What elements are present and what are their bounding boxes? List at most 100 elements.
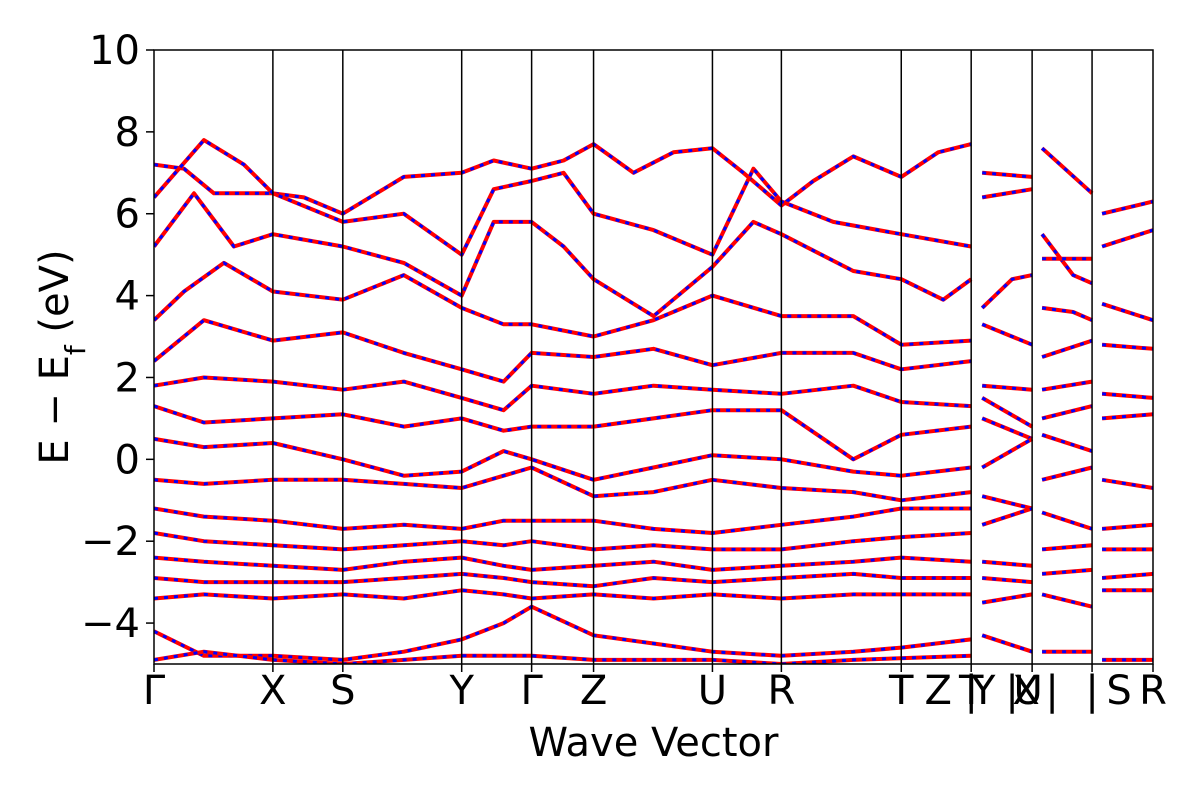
y-axis-ticks: −4 −2 0 2 4 6 8 10 [81, 28, 154, 647]
x-tick-label: T [888, 668, 914, 714]
x-tick-label: X [1012, 668, 1039, 714]
band-line-red-19 [981, 322, 1033, 347]
x-tick-label: S [330, 668, 355, 714]
band-line-blue-13 [154, 588, 972, 601]
x-tick-label: Z [580, 668, 607, 714]
band-line-blue-35 [1041, 380, 1093, 392]
band-line-blue-5 [154, 375, 972, 412]
band-line-blue-38 [1041, 466, 1093, 482]
band-line-blue-20 [982, 384, 1033, 392]
band-line-blue-49 [1101, 412, 1153, 420]
band-line-blue-26 [982, 560, 1033, 568]
band-line-blue-42 [1041, 592, 1093, 609]
y-axis-title: E − Ef (eV) [32, 249, 92, 464]
band-line-blue-37 [1041, 433, 1093, 453]
x-tick-label: | [1085, 668, 1098, 714]
y-axis-title-tail: (eV) [32, 249, 78, 345]
band-line-red-18 [980, 273, 1033, 310]
y-tick-label: 8 [115, 110, 140, 156]
x-tick-label: R [767, 668, 795, 714]
x-tick-label: U [1013, 668, 1042, 714]
band-line-blue-10 [154, 531, 972, 551]
x-tick-label: | [964, 668, 977, 714]
bands-layer [154, 138, 1153, 664]
x-tick-label: | [1005, 668, 1018, 714]
band-line-red-2 [154, 191, 973, 319]
band-line-red-21 [981, 396, 1034, 429]
x-tick-label: Γ [520, 668, 543, 714]
band-line-red-14 [154, 604, 972, 662]
band-line-blue-34 [1041, 339, 1093, 359]
band-line-red-46 [1101, 301, 1153, 323]
band-line-blue-0 [154, 142, 972, 216]
band-line-blue-29 [981, 633, 1033, 654]
band-line-red-33 [1041, 305, 1093, 323]
plot-frame [153, 49, 1154, 665]
band-line-blue-1 [154, 138, 972, 257]
band-line-blue-51 [1101, 523, 1153, 531]
y-tick-label: 4 [115, 274, 140, 320]
y-tick-label: −4 [81, 601, 140, 647]
y-tick-label: 6 [115, 192, 140, 238]
band-line-blue-40 [1041, 543, 1093, 551]
band-line-red-3 [154, 260, 972, 347]
x-tick-label: U [698, 668, 727, 714]
band-line-blue-2 [154, 190, 973, 318]
band-line-blue-24 [981, 494, 1033, 510]
x-axis-ticks: Γ X S Y Γ Z U R T RZ |YT |XU | | S [143, 664, 1167, 714]
band-line-red-29 [981, 633, 1033, 654]
band-line-blue-17 [981, 187, 1033, 199]
band-line-red-12 [154, 571, 972, 589]
band-line-blue-44 [1101, 200, 1153, 216]
x-tick-label: Y [448, 668, 474, 714]
band-line-blue-6 [154, 404, 972, 462]
x-tick-label: T [958, 668, 984, 714]
band-line-red-0 [154, 142, 972, 216]
band-line-red-45 [1101, 228, 1153, 249]
y-tick-label: 2 [115, 355, 140, 401]
band-line-red-6 [154, 404, 972, 462]
band-line-red-34 [1041, 338, 1093, 359]
band-line-blue-9 [154, 507, 972, 535]
band-line-red-44 [1101, 199, 1153, 216]
band-line-red-37 [1041, 432, 1093, 454]
x-tick-label: | [1045, 668, 1058, 714]
x-tick-label: S [1106, 668, 1131, 714]
band-line-blue-53 [1101, 572, 1153, 580]
band-line-blue-7 [154, 437, 972, 482]
band-line-blue-48 [1101, 392, 1153, 400]
x-axis-title: Wave Vector [529, 720, 780, 766]
band-line-blue-18 [981, 273, 1033, 309]
x-tick-label: X [259, 668, 286, 714]
band-line-blue-25 [981, 507, 1033, 527]
band-line-blue-12 [154, 572, 972, 588]
band-line-blue-36 [1041, 404, 1093, 420]
band-line-blue-11 [154, 556, 972, 572]
band-line-blue-31 [1040, 233, 1093, 285]
band-line-blue-27 [982, 576, 1033, 584]
band-line-blue-28 [981, 592, 1033, 605]
y-tick-label: 0 [115, 437, 140, 483]
band-line-blue-30 [1041, 147, 1094, 195]
y-tick-label: −2 [81, 519, 140, 565]
band-line-blue-39 [1041, 511, 1093, 531]
x-tick-label: Y [970, 668, 996, 714]
band-line-blue-47 [1101, 343, 1153, 351]
x-tick-label: Z [925, 668, 952, 714]
x-tick-label: R [1139, 668, 1167, 714]
x-tick-label: Γ [143, 668, 166, 714]
y-tick-label: 10 [89, 28, 140, 74]
y-axis-title-main: E − E [32, 355, 78, 465]
band-line-blue-50 [1101, 478, 1153, 490]
band-line-blue-3 [154, 261, 972, 347]
band-line-red-22 [981, 416, 1033, 441]
band-line-red-39 [1041, 510, 1093, 531]
y-axis-title-sub: f [59, 344, 92, 355]
band-line-red-23 [981, 437, 1034, 470]
band-line-blue-16 [982, 171, 1033, 179]
kpoint-lines [272, 50, 1093, 664]
band-line-blue-33 [1041, 306, 1093, 322]
band-line-red-25 [981, 506, 1033, 527]
band-line-blue-41 [1041, 568, 1093, 576]
